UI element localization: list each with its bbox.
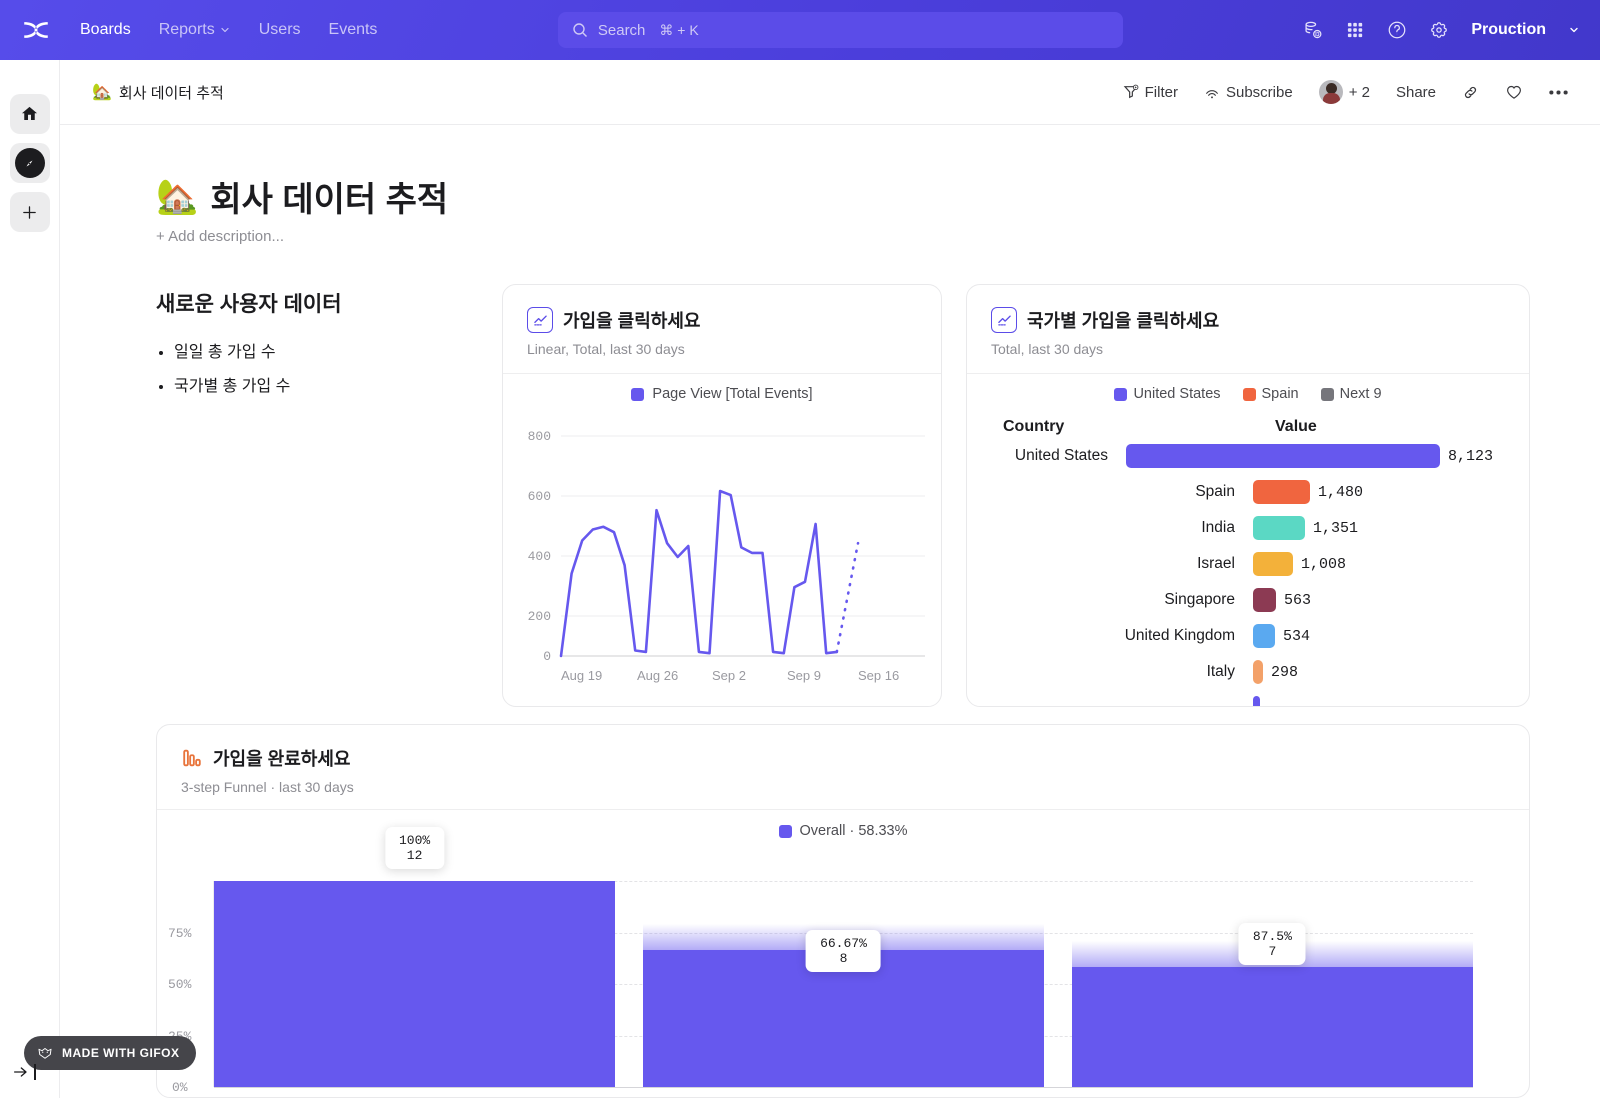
svg-text:600: 600 <box>528 489 551 504</box>
svg-text:Aug 26: Aug 26 <box>637 668 678 683</box>
svg-text:400: 400 <box>528 549 551 564</box>
svg-text:Sep 9: Sep 9 <box>787 668 821 683</box>
svg-text:Sep 16: Sep 16 <box>858 668 899 683</box>
svg-text:Aug 19: Aug 19 <box>561 668 602 683</box>
svg-text:200: 200 <box>528 609 551 624</box>
svg-text:Sep 2: Sep 2 <box>712 668 746 683</box>
svg-text:0: 0 <box>543 649 551 664</box>
svg-text:800: 800 <box>528 429 551 444</box>
